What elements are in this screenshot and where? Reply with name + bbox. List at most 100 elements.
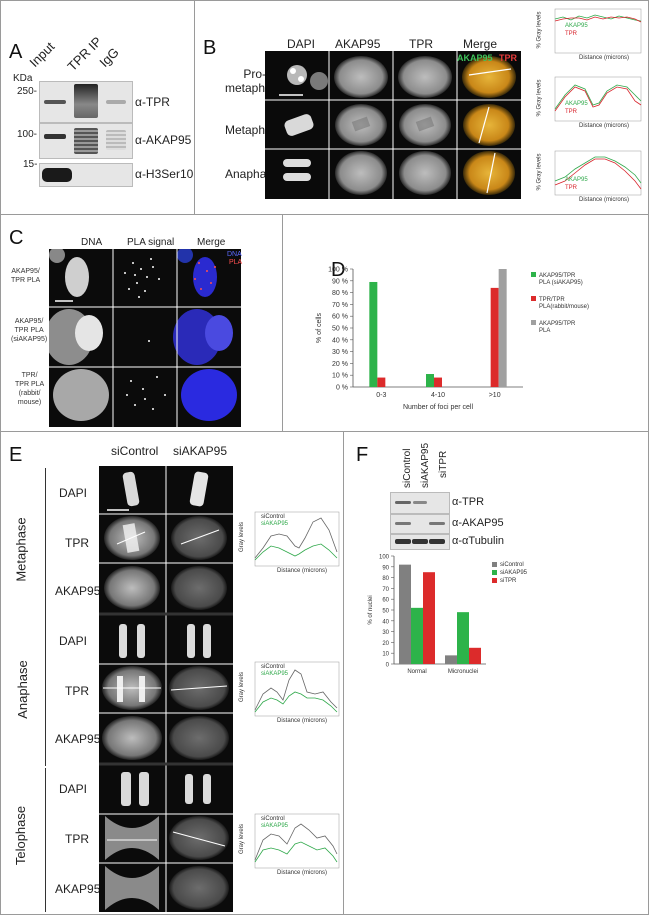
d-legend-label: AKAP95/TPR PLA: [539, 321, 576, 334]
e-plot3-xlabel: Distance (microns): [277, 870, 328, 876]
f-ytick-label: 40: [382, 619, 389, 625]
marker-100: 100-: [17, 129, 38, 140]
f-legend-swatch: [492, 570, 497, 575]
panel-d: D 0 % 10 % 20 % 30 % 40 % 50 % 60 % 70 % 80 % 90 …: [282, 214, 649, 432]
c-row-1: AKAP95/ TPR PLA: [11, 268, 41, 284]
b-plot3-legend-tpr: TPR: [565, 185, 577, 191]
e-meta-akap95: AKAP95: [55, 584, 101, 598]
blot-h3ser10p: [39, 163, 133, 187]
d-ytick-label: 50 %: [332, 326, 348, 333]
e-ana-dapi: DAPI: [59, 634, 88, 648]
d-ytick-label: 20 %: [332, 361, 348, 368]
f-ytick-label: 50: [382, 609, 389, 615]
panel-f-label: F: [356, 444, 369, 466]
f-bar: [445, 655, 457, 664]
f-ytick-label: 10: [382, 652, 389, 658]
d-xtick-label: >10: [489, 392, 501, 399]
f-blot-tubulin: [390, 534, 450, 550]
d-xtick-label: 0-3: [376, 392, 386, 399]
b-plot3-ylabel: % Gray levels: [536, 153, 543, 191]
c-row-2: AKAP95/ TPR PLA (siAKAP95): [11, 318, 48, 343]
d-ytick-label: 80 %: [332, 290, 348, 297]
panel-d-label: D: [331, 259, 346, 281]
e-plot2-legend-siakap95: siAKAP95: [261, 671, 289, 677]
d-ylabel: % of cells: [316, 313, 323, 343]
col-merge: Merge: [463, 37, 498, 51]
f-lane-sicontrol: siControl: [402, 448, 413, 488]
e-plot2-legend-sicontrol: siControl: [261, 664, 285, 670]
b-plot2-xlabel: Distance (microns): [579, 123, 630, 129]
e-plot1-legend-siakap95: siAKAP95: [261, 521, 289, 527]
d-bar: [426, 374, 434, 387]
e-telo-tpr: TPR: [65, 832, 89, 846]
f-legend-swatch: [492, 578, 497, 583]
e-plot1-legend-sicontrol: siControl: [261, 514, 285, 520]
panel-e: E siControl siAKAP95 Metaphase Anaphase …: [0, 431, 344, 915]
d-ytick-label: 90 %: [332, 278, 348, 285]
c-merge-dna: DNA: [227, 251, 242, 258]
e-plot3-legend-sicontrol: siControl: [261, 816, 285, 822]
f-ytick-label: 30: [382, 630, 389, 636]
f-bar: [457, 612, 469, 664]
e-profile-plots: siControl siAKAP95 Gray levels Distance …: [237, 506, 343, 886]
kda-label: KDa: [13, 73, 33, 84]
col-dapi: DAPI: [287, 37, 316, 51]
f-blot-tpr: [390, 492, 450, 514]
marker-15: 15-: [23, 159, 38, 170]
e-bracket-3: [45, 768, 46, 912]
e-col-sicontrol: siControl: [111, 444, 159, 458]
d-legend-swatch: [531, 272, 536, 277]
lane-label-tpr-ip: TPR IP: [64, 33, 105, 74]
d-ytick-label: 40 %: [332, 337, 348, 344]
d-ytick-label: 100 %: [328, 267, 348, 274]
b-plot3-xlabel: Distance (microns): [579, 197, 630, 203]
f-lane-siakap95: siAKAP95: [420, 442, 431, 488]
d-legend-label: AKAP95/TPR PLA (siAKAP95): [539, 273, 583, 286]
f-xtick-label: Normal: [407, 669, 426, 675]
d-bar: [369, 281, 378, 387]
d-bar: [377, 377, 386, 387]
c-col-merge: Merge: [197, 237, 226, 248]
col-tpr: TPR: [409, 37, 433, 51]
d-ytick-label: 60 %: [332, 314, 348, 321]
d-bar: [434, 377, 442, 387]
e-meta-tpr: TPR: [65, 536, 89, 550]
d-ytick-label: 10 %: [332, 373, 348, 380]
e-plot1-ylabel: Gray levels: [239, 521, 246, 553]
e-ana-akap95: AKAP95: [55, 732, 101, 746]
f-blot-akap95: [390, 514, 450, 534]
b-plot1-ylabel: % Gray levels: [536, 11, 543, 49]
f-ytick-label: 80: [382, 576, 389, 582]
panel-c-label: C: [9, 227, 24, 249]
e-telo-akap95: AKAP95: [55, 882, 101, 896]
b-plot2-legend-tpr: TPR: [565, 109, 577, 115]
merge-tpr-label: TPR: [499, 53, 517, 63]
d-ytick-label: 70 %: [332, 302, 348, 309]
f-legend-label: siAKAP95: [500, 570, 528, 576]
c-col-dna: DNA: [81, 237, 103, 248]
d-legend-swatch: [531, 320, 536, 325]
b-plot3-legend-akap: AKAP95: [565, 177, 588, 183]
d-legend-label: TPR/TPR PLA(rabbit/mouse): [539, 297, 589, 310]
antibody-tpr: α-TPR: [135, 95, 170, 109]
d-ytick-label: 0 %: [336, 385, 348, 392]
e-plot3-ylabel: Gray levels: [239, 823, 246, 855]
panel-e-label: E: [9, 444, 23, 466]
f-ytick-label: 90: [382, 565, 389, 571]
c-col-pla: PLA signal: [127, 237, 175, 248]
panel-c: C DNA PLA signal Merge AKAP95/ TPR PLA A…: [0, 214, 283, 432]
e-bracket-1: [45, 468, 46, 618]
merge-akap-label: AKAP95: [457, 53, 493, 63]
b-profile-plots: % Gray levels Distance (microns) AKAP95 …: [535, 5, 647, 213]
antibody-h3ser10p: α-H3Ser10p: [135, 167, 200, 181]
e-ana-tpr: TPR: [65, 684, 89, 698]
f-legend-swatch: [492, 562, 497, 567]
panel-b-label: B: [203, 37, 217, 59]
d-xlabel: Number of foci per cell: [403, 404, 473, 411]
f-legend-label: siControl: [500, 562, 524, 568]
d-bar: [490, 287, 499, 387]
f-antibody-tpr: α-TPR: [452, 496, 485, 508]
f-bar: [423, 572, 435, 664]
f-bar: [411, 607, 423, 664]
panel-f: F siControl siAKAP95 siTPR α-TPR α-AKAP9…: [343, 431, 649, 915]
